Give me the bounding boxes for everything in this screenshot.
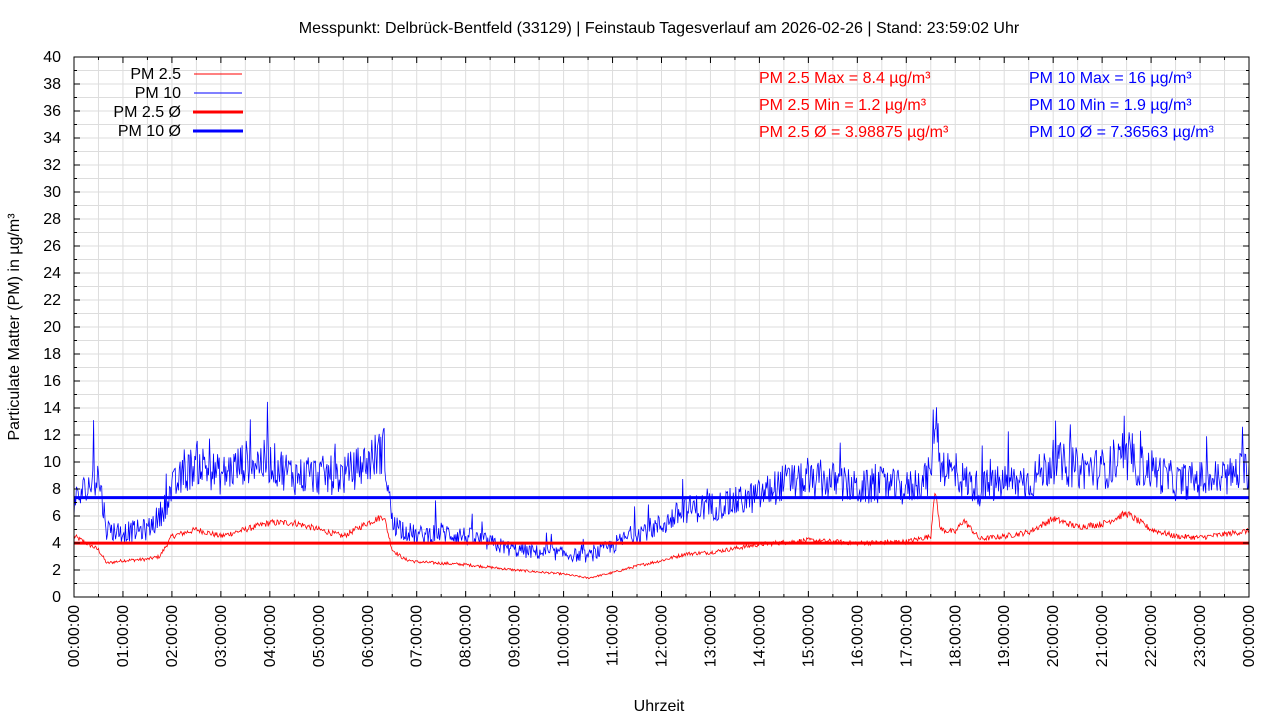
line-pm10 <box>73 401 1250 563</box>
y-tick-label: 40 <box>43 49 61 66</box>
pm10-avg: PM 10 Ø = 7.36563 µg/m³ <box>1029 124 1215 141</box>
y-tick-label: 22 <box>43 292 61 309</box>
x-tick-label: 10:00:00 <box>556 605 573 667</box>
x-tick-label: 22:00:00 <box>1143 605 1160 667</box>
y-tick-label: 38 <box>43 76 61 93</box>
series-layer <box>73 401 1250 580</box>
y-tick-label: 36 <box>43 103 61 120</box>
x-tick-label: 07:00:00 <box>409 605 426 667</box>
legend-label-pm10: PM 10 <box>135 85 181 102</box>
y-tick-label: 10 <box>43 454 61 471</box>
pm10-min: PM 10 Min = 1.9 µg/m³ <box>1029 97 1192 114</box>
y-tick-label: 4 <box>52 535 61 552</box>
legend-label-pm25: PM 2.5 <box>130 66 181 83</box>
x-tick-label: 15:00:00 <box>800 605 817 667</box>
x-tick-label: 00:00:00 <box>66 605 83 667</box>
x-tick-label: 13:00:00 <box>702 605 719 667</box>
legend: PM 2.5 PM 10 PM 2.5 Ø PM 10 Ø <box>113 66 243 140</box>
y-tick-label: 32 <box>43 157 61 174</box>
y-tick-label: 2 <box>52 562 61 579</box>
x-tick-label: 00:00:00 <box>1241 605 1258 667</box>
x-tick-label: 11:00:00 <box>605 605 622 666</box>
pm10-max: PM 10 Max = 16 µg/m³ <box>1029 70 1192 87</box>
y-tick-label: 6 <box>52 508 61 525</box>
y-tick-label: 18 <box>43 346 61 363</box>
y-axis-label: Particulate Matter (PM) in µg/m³ <box>6 213 23 441</box>
legend-label-pm10-avg: PM 10 Ø <box>118 123 181 140</box>
y-tick-label: 30 <box>43 184 61 201</box>
x-tick-label: 17:00:00 <box>898 605 915 667</box>
x-tick-label: 04:00:00 <box>262 605 279 667</box>
y-tick-label: 8 <box>52 481 61 498</box>
x-tick-label: 16:00:00 <box>849 605 866 667</box>
legend-label-pm25-avg: PM 2.5 Ø <box>113 104 181 121</box>
x-tick-label: 18:00:00 <box>947 605 964 667</box>
y-tick-label: 14 <box>43 400 61 417</box>
x-tick-label: 01:00:00 <box>115 605 132 667</box>
grid <box>74 57 1249 597</box>
x-tick-label: 05:00:00 <box>311 605 328 667</box>
y-tick-label: 0 <box>52 589 61 606</box>
x-tick-label: 02:00:00 <box>164 605 181 667</box>
y-tick-label: 34 <box>43 130 61 147</box>
x-tick-label: 20:00:00 <box>1045 605 1062 667</box>
pm25-avg: PM 2.5 Ø = 3.98875 µg/m³ <box>759 124 949 141</box>
y-tick-label: 12 <box>43 427 61 444</box>
x-tick-label: 14:00:00 <box>751 605 768 667</box>
x-tick-label: 12:00:00 <box>654 605 671 667</box>
x-axis-label: Uhrzeit <box>634 698 685 715</box>
x-tick-label: 19:00:00 <box>996 605 1013 667</box>
x-tick-label: 03:00:00 <box>213 605 230 667</box>
chart-title: Messpunkt: Delbrück-Bentfeld (33129) | F… <box>299 20 1020 37</box>
stats-annotations: PM 2.5 Max = 8.4 µg/m³ PM 2.5 Min = 1.2 … <box>759 70 1215 141</box>
y-tick-label: 20 <box>43 319 61 336</box>
y-tick-label: 24 <box>43 265 61 282</box>
pm25-max: PM 2.5 Max = 8.4 µg/m³ <box>759 70 931 87</box>
y-tick-label: 26 <box>43 238 61 255</box>
axis-ticks: 024681012141618202224262830323436384000:… <box>43 49 1258 667</box>
line-pm25 <box>73 492 1250 580</box>
pm25-min: PM 2.5 Min = 1.2 µg/m³ <box>759 97 927 114</box>
x-tick-label: 09:00:00 <box>507 605 524 667</box>
x-tick-label: 06:00:00 <box>360 605 377 667</box>
x-tick-label: 08:00:00 <box>458 605 475 667</box>
x-tick-label: 21:00:00 <box>1094 605 1111 667</box>
x-tick-label: 23:00:00 <box>1192 605 1209 667</box>
y-tick-label: 28 <box>43 211 61 228</box>
y-tick-label: 16 <box>43 373 61 390</box>
